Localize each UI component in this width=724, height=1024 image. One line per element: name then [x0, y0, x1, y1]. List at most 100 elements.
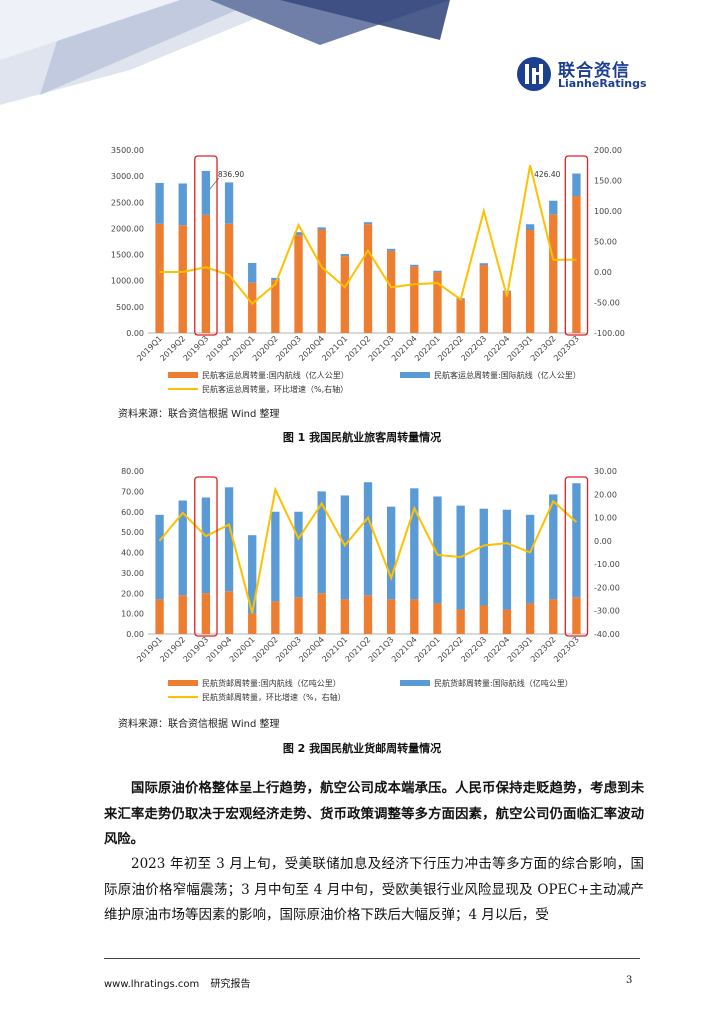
bar-domestic [271, 280, 280, 333]
bar-international [201, 170, 211, 215]
series-line-growth [159, 165, 577, 306]
footer-report-type: 研究报告 [210, 979, 251, 990]
bar-international [271, 277, 280, 281]
right-axis-tick-label: -20.00 [594, 583, 620, 592]
bar-domestic [155, 599, 164, 634]
bar-international [410, 488, 419, 600]
bar-international [340, 254, 350, 257]
bar-domestic [502, 292, 512, 333]
left-axis-tick-label: 0.00 [126, 329, 144, 338]
left-axis-tick-label: 1500.00 [111, 251, 144, 260]
bar-domestic [479, 265, 488, 333]
bar-domestic [248, 613, 257, 634]
right-axis-tick-label: -40.00 [594, 630, 620, 639]
bar-international [155, 514, 164, 600]
annotation-label: 426.40 [534, 170, 560, 179]
page-header: 联合资信 LianheRatings [0, 0, 724, 110]
bar-international [525, 224, 535, 230]
bar-international [572, 173, 581, 197]
highlight-box [564, 476, 589, 637]
paragraph-oil-price: 2023 年初至 3 月上旬，受美联储加息及经济下行压力冲击等多方面的综合影响，… [104, 856, 644, 923]
bar-international [155, 182, 164, 224]
bar-international [410, 264, 419, 267]
bar-domestic [317, 593, 326, 634]
left-axis-tick-label: 1000.00 [111, 277, 144, 286]
bar-international [294, 232, 303, 236]
page-number: 3 [626, 975, 633, 986]
right-axis-tick-label: 0.00 [594, 268, 612, 277]
left-axis-tick-label: 60.00 [121, 508, 144, 517]
left-axis-tick-label: 0.00 [126, 630, 144, 639]
legend-label-international: 民航客运总周转量:国际航线（亿人公里） [434, 370, 581, 380]
bar-domestic [549, 599, 558, 634]
bar-international [386, 248, 396, 251]
right-axis-tick-label: -100.00 [594, 329, 625, 338]
bar-domestic [410, 266, 419, 333]
left-axis-tick-label: 30.00 [121, 569, 144, 578]
right-axis-tick-label: 20.00 [594, 490, 617, 499]
left-axis-tick-label: 3500.00 [111, 146, 144, 155]
series-line-growth [158, 486, 578, 614]
bar-domestic [386, 250, 396, 333]
right-axis-tick-label: 0.00 [594, 537, 612, 546]
legend-label-international: 民航货邮周转量:国际航线（亿吨公里） [434, 678, 573, 688]
bar-domestic [525, 603, 535, 634]
bar-domestic [386, 599, 396, 634]
bar-international [502, 509, 512, 610]
figure1-caption: 图 1 我国民航业旅客周转量情况 [282, 431, 442, 444]
left-axis-tick-label: 20.00 [121, 589, 144, 598]
bar-domestic [433, 603, 442, 634]
logo-en-text: LianheRatings [558, 77, 647, 90]
left-axis-tick-label: 80.00 [121, 467, 144, 476]
bar-international [201, 497, 211, 594]
left-axis-tick-label: 70.00 [121, 487, 144, 496]
legend-swatch-international [400, 680, 430, 686]
bar-international [178, 183, 187, 226]
bar-domestic [549, 214, 558, 333]
bar-domestic [456, 609, 465, 634]
bar-domestic [201, 593, 211, 634]
legend-label-domestic: 民航客运总周转量:国内航线（亿人公里） [202, 370, 349, 380]
bar-domestic [201, 214, 211, 333]
bar-domestic [178, 595, 187, 634]
left-axis-tick-label: 10.00 [121, 610, 144, 619]
paragraph-summary: 国际原油价格整体呈上行趋势，航空公司成本端承压。人民币保持走贬趋势，考虑到未来汇… [104, 781, 644, 847]
chart-cargo-turnover: 0.00 10.00 20.00 30.00 40.00 50.00 60.00 70.00 8… [121, 467, 620, 702]
bar-domestic [271, 601, 280, 634]
x-axis-tick-label: 2023Q3 [552, 334, 581, 363]
bar-international [317, 227, 326, 230]
left-axis-tick-label: 2000.00 [111, 224, 144, 233]
right-axis-tick-label: -50.00 [594, 299, 620, 308]
bar-domestic [479, 605, 488, 634]
legend-swatch-domestic [168, 372, 198, 378]
highlight-box [194, 155, 218, 336]
right-axis-tick-label: 100.00 [594, 207, 622, 216]
bar-international [178, 500, 187, 596]
annotation-leader [209, 177, 220, 190]
bar-international [479, 508, 488, 606]
left-axis-tick-label: 40.00 [121, 549, 144, 558]
bar-domestic [317, 229, 326, 333]
bar-international [224, 182, 234, 224]
right-axis-tick-label: -10.00 [594, 560, 620, 569]
bar-international [363, 482, 373, 596]
bar-international [271, 511, 280, 602]
legend-label-growth: 民航货邮周转量，环比增速（%，右轴） [202, 692, 346, 702]
footer-left: www.lhratings.com 研究报告 [104, 975, 250, 990]
bar-international [433, 270, 442, 273]
legend-swatch-domestic [168, 680, 198, 686]
logo-cn-text: 联合资信 [558, 61, 630, 81]
bar-domestic [363, 595, 373, 634]
highlight-box [564, 155, 589, 336]
bar-international [340, 495, 350, 600]
bar-domestic [340, 599, 350, 634]
bar-domestic [433, 272, 442, 333]
bar-international [363, 222, 373, 225]
right-axis-tick-label: -30.00 [594, 607, 620, 616]
figure2-caption: 图 2 我国民航业货邮周转量情况 [282, 742, 442, 755]
right-axis-tick-label: 200.00 [594, 146, 622, 155]
bar-domestic [572, 597, 581, 634]
bar-domestic [525, 229, 535, 333]
logo-icon [517, 57, 551, 91]
left-axis-tick-label: 50.00 [121, 528, 144, 537]
